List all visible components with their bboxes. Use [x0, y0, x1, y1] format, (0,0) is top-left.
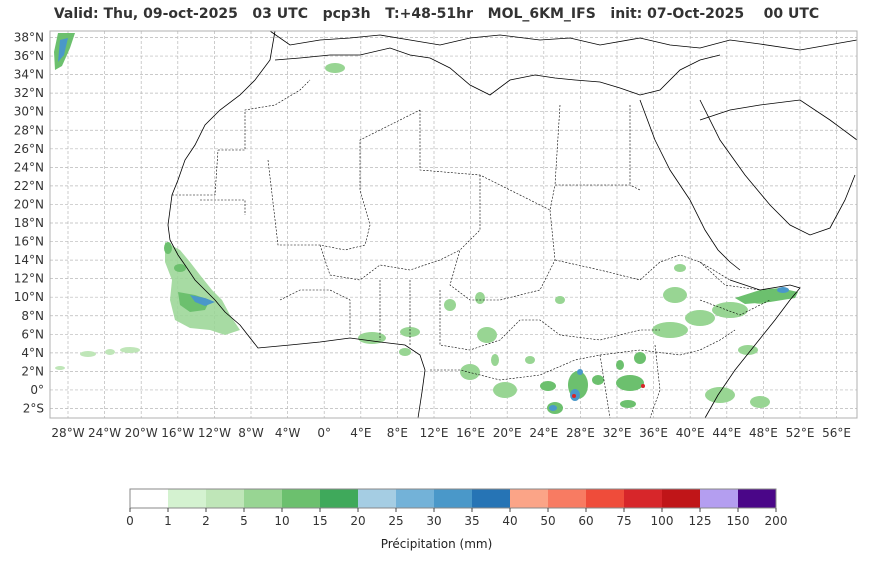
- lat-tick-label: 32°N: [14, 86, 44, 100]
- lat-tick-label: 36°N: [14, 49, 44, 63]
- lat-tick-label: 16°N: [14, 235, 44, 249]
- lat-tick-label: 8°N: [21, 309, 44, 323]
- colorbar-swatch: [282, 489, 321, 508]
- colorbar-swatch: [244, 489, 283, 508]
- lon-tick-label: 4°W: [275, 426, 301, 440]
- lon-tick-label: 56°E: [822, 426, 851, 440]
- country-borders: [172, 79, 771, 419]
- lon-tick-label: 16°E: [456, 426, 485, 440]
- colorbar-tick-label: 50: [540, 514, 555, 528]
- lat-tick-label: 10°N: [14, 290, 44, 304]
- colorbar-tick-label: 30: [426, 514, 441, 528]
- lat-tick-label: 14°N: [14, 253, 44, 267]
- colorbar-tick-label: 125: [689, 514, 712, 528]
- colorbar: [129, 488, 777, 509]
- graticule: [50, 31, 857, 418]
- lat-tick-label: 2°N: [21, 364, 44, 378]
- lon-tick-label: 0°: [317, 426, 331, 440]
- lat-tick-label: 24°N: [14, 160, 44, 174]
- lon-tick-label: 8°W: [238, 426, 264, 440]
- lat-tick-label: 20°N: [14, 197, 44, 211]
- colorbar-swatch: [320, 489, 359, 508]
- map-background: [50, 31, 857, 418]
- map-frame: [49, 30, 858, 419]
- lat-tick-label: 0°: [30, 383, 44, 397]
- colorbar-swatch: [396, 489, 435, 508]
- colorbar-swatch: [700, 489, 739, 508]
- lon-tick-label: 48°E: [749, 426, 778, 440]
- lat-tick-label: 12°N: [14, 272, 44, 286]
- lon-tick-label: 8°E: [387, 426, 408, 440]
- lon-tick-label: 40°E: [676, 426, 705, 440]
- colorbar-tick-label: 75: [616, 514, 631, 528]
- colorbar-tick-label: 2: [202, 514, 210, 528]
- colorbar-swatch: [168, 489, 207, 508]
- colorbar-swatch: [586, 489, 625, 508]
- lat-tick-label: 28°N: [14, 123, 44, 137]
- colorbar-tick-label: 60: [578, 514, 593, 528]
- coastlines: [167, 30, 858, 419]
- colorbar-tick-label: 1: [164, 514, 172, 528]
- lon-tick-label: 4°E: [350, 426, 371, 440]
- colorbar-tick-label: 0: [126, 514, 134, 528]
- lat-tick-label: 26°N: [14, 142, 44, 156]
- lon-tick-label: 28°E: [566, 426, 595, 440]
- colorbar-ticks: 0 1 2 5 10 15 20 25 30 35 40 50 60 75 100 125 150 200: [126, 508, 787, 528]
- lon-tick-label: 20°E: [493, 426, 522, 440]
- colorbar-tick-label: 20: [350, 514, 365, 528]
- colorbar-tick-label: 15: [312, 514, 327, 528]
- lat-tick-label: 22°N: [14, 179, 44, 193]
- colorbar-tick-label: 40: [502, 514, 517, 528]
- colorbar-swatch: [548, 489, 587, 508]
- colorbar-tick-label: 200: [765, 514, 788, 528]
- lon-tick-label: 12°W: [198, 426, 231, 440]
- lon-tick-label: 36°E: [639, 426, 668, 440]
- colorbar-swatch: [206, 489, 245, 508]
- longitude-labels: 28°W 24°W 20°W 16°W 12°W 8°W 4°W 0° 4°E 8°E 12°E 16…: [51, 426, 851, 440]
- map-title: Valid: Thu, 09-oct-2025 03 UTC pcp3h T:+…: [53, 6, 820, 22]
- lon-tick-label: 16°W: [161, 426, 194, 440]
- lon-tick-label: 44°E: [712, 426, 741, 440]
- colorbar-label: Précipitation (mm): [380, 537, 493, 551]
- lon-tick-label: 28°W: [51, 426, 84, 440]
- lat-tick-label: 18°N: [14, 216, 44, 230]
- colorbar-swatch: [472, 489, 511, 508]
- colorbar-tick-label: 100: [651, 514, 674, 528]
- colorbar-swatch: [358, 489, 397, 508]
- lat-tick-label: 2°S: [23, 402, 44, 416]
- lat-tick-label: 6°N: [21, 327, 44, 341]
- colorbar-swatch: [130, 489, 169, 508]
- colorbar-swatch: [738, 489, 777, 508]
- colorbar-tick-label: 10: [274, 514, 289, 528]
- colorbar-tick-label: 25: [388, 514, 403, 528]
- colorbar-swatch: [662, 489, 701, 508]
- lat-tick-label: 30°N: [14, 105, 44, 119]
- lon-tick-label: 52°E: [786, 426, 815, 440]
- lon-tick-label: 20°W: [125, 426, 158, 440]
- lon-tick-label: 24°W: [88, 426, 121, 440]
- lon-tick-label: 24°E: [529, 426, 558, 440]
- lon-tick-label: 12°E: [420, 426, 449, 440]
- colorbar-tick-label: 5: [240, 514, 248, 528]
- latitude-labels: 38°N 36°N 34°N 32°N 30°N 28°N 26°N 24°N 22°N 20°N…: [14, 31, 44, 416]
- colorbar-tick-label: 35: [464, 514, 479, 528]
- lat-tick-label: 38°N: [14, 31, 44, 45]
- colorbar-swatch: [434, 489, 473, 508]
- lat-tick-label: 4°N: [21, 346, 44, 360]
- colorbar-swatch: [510, 489, 549, 508]
- lon-tick-label: 32°E: [603, 426, 632, 440]
- colorbar-tick-label: 150: [727, 514, 750, 528]
- lat-tick-label: 34°N: [14, 68, 44, 82]
- colorbar-swatch: [624, 489, 663, 508]
